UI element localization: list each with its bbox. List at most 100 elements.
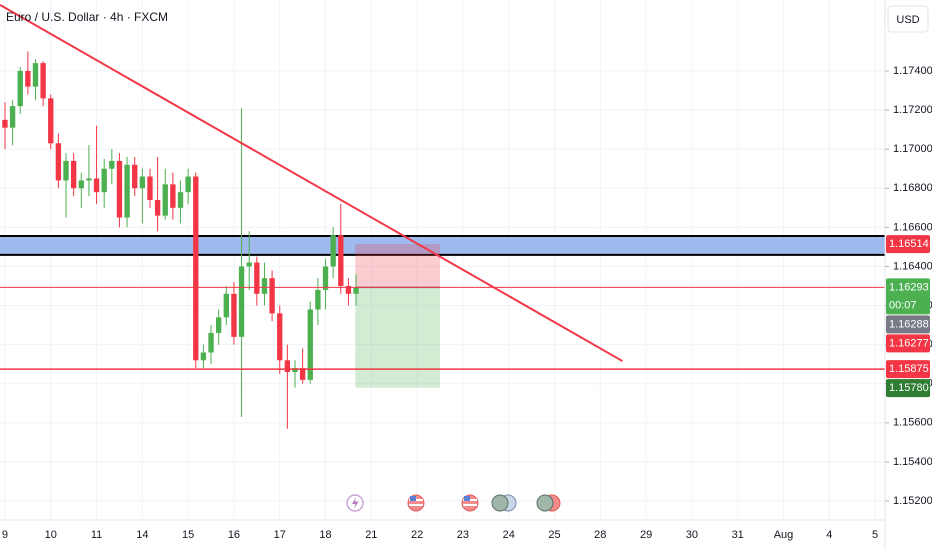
price-labels: 1.16514 1.16293 00:07 1.16288 1.16277 1.15875… xyxy=(886,235,930,398)
y-tick-label: 1.15400 xyxy=(893,456,932,468)
candle-body xyxy=(25,70,31,87)
x-tick-label: 28 xyxy=(594,529,606,541)
candle-body xyxy=(284,360,291,373)
trendline xyxy=(0,4,623,362)
candle-body xyxy=(185,176,191,193)
price-label-text: 1.16514 xyxy=(889,238,929,250)
overlays xyxy=(0,234,885,388)
x-tick-label: 24 xyxy=(503,529,515,541)
candle-body xyxy=(193,176,199,361)
y-tick-label: 1.15200 xyxy=(893,495,932,507)
event-icons xyxy=(346,494,561,512)
x-tick-label: 21 xyxy=(365,529,377,541)
candle-body xyxy=(338,235,344,286)
x-tick-label: 11 xyxy=(91,529,102,541)
zone xyxy=(0,235,885,255)
candles xyxy=(2,51,359,429)
x-tick-label: 10 xyxy=(45,529,57,541)
flag-icon[interactable] xyxy=(407,494,425,512)
y-tick-label: 1.16600 xyxy=(893,221,932,233)
price-label xyxy=(886,235,930,254)
candle-body xyxy=(101,168,107,193)
target-zone xyxy=(355,287,441,388)
x-tick-label: 22 xyxy=(411,529,423,541)
candle-body xyxy=(330,235,336,267)
stop-zone xyxy=(355,244,441,288)
candle-body xyxy=(40,63,46,99)
y-tick-label: 1.16800 xyxy=(893,182,932,194)
price-label xyxy=(886,334,930,353)
candle-body xyxy=(208,332,214,353)
candle-body xyxy=(200,352,207,361)
grid xyxy=(0,0,885,520)
candle-body xyxy=(17,70,23,107)
x-tick-label: 31 xyxy=(732,529,744,541)
candle-body xyxy=(139,176,146,189)
price-label xyxy=(886,315,930,334)
candle-body xyxy=(261,278,268,294)
x-tick-label: Aug xyxy=(774,529,794,541)
lightning xyxy=(352,497,359,509)
candle-body xyxy=(322,266,329,290)
candle-body xyxy=(9,106,16,128)
flag-icon[interactable] xyxy=(536,494,561,512)
candle-body xyxy=(109,160,115,169)
candle-body xyxy=(231,293,237,337)
x-tick-label: 23 xyxy=(457,529,469,541)
price-label-text: 1.15780 xyxy=(889,382,929,394)
y-tick-label: 1.17000 xyxy=(893,143,932,155)
price-label-text: 1.16288 xyxy=(889,318,929,330)
x-tick-label: 18 xyxy=(319,529,331,541)
candle-body xyxy=(78,180,84,189)
drawings xyxy=(0,4,885,370)
candle-body xyxy=(353,287,359,294)
x-tick-label: 17 xyxy=(274,529,286,541)
x-tick-label: 15 xyxy=(182,529,194,541)
candle-body xyxy=(299,368,306,380)
x-tick-label: 30 xyxy=(686,529,698,541)
candle-body xyxy=(269,278,275,314)
countdown: 00:07 xyxy=(889,299,917,311)
candle-body xyxy=(124,164,130,218)
candle-body xyxy=(307,309,313,380)
candle-body xyxy=(277,313,283,361)
x-tick-label: 29 xyxy=(640,529,652,541)
price-axis-bg xyxy=(885,0,932,550)
candle-body xyxy=(154,199,161,216)
y-tick-label: 1.17200 xyxy=(893,104,932,116)
y-tick-label: 1.15600 xyxy=(893,417,932,429)
candle-body xyxy=(170,184,176,208)
candle-body xyxy=(93,178,100,193)
candle-body xyxy=(345,286,352,294)
price-label xyxy=(886,360,930,379)
candle-body xyxy=(63,160,69,181)
x-tick-label: 14 xyxy=(136,529,148,541)
candle-body xyxy=(238,266,245,337)
flag-icon[interactable] xyxy=(461,494,479,512)
currency-button[interactable] xyxy=(887,5,929,33)
chart-title: Euro / U.S. Dollar · 4h · FXCM xyxy=(6,10,168,24)
x-tick-label: 9 xyxy=(2,529,8,541)
price-label-text: 1.15875 xyxy=(889,363,929,375)
candle-body xyxy=(147,176,153,200)
candle-body xyxy=(216,317,222,333)
price-label xyxy=(886,379,930,398)
candle-body xyxy=(223,293,229,318)
candle-body xyxy=(70,160,77,189)
y-tick-label: 1.17400 xyxy=(893,65,932,77)
candle-body xyxy=(254,262,260,294)
x-tick-label: 25 xyxy=(548,529,560,541)
candle-body xyxy=(86,178,92,181)
time-axis-bg xyxy=(0,520,932,550)
candle-body xyxy=(116,160,123,218)
flag-icon[interactable] xyxy=(491,494,517,512)
candle-body xyxy=(132,164,138,189)
candle-body xyxy=(246,262,252,267)
candle-body xyxy=(162,184,168,216)
candle-body xyxy=(2,119,8,128)
x-tick-label: 16 xyxy=(228,529,240,541)
